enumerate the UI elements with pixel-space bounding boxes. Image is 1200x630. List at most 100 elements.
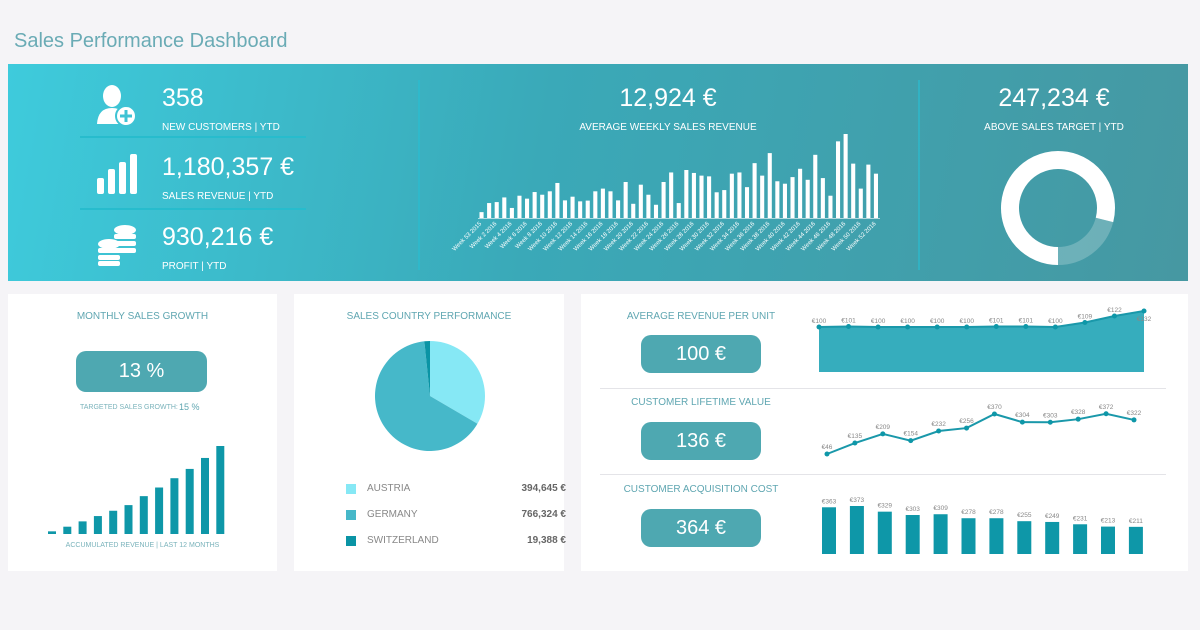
new-customers-label: NEW CUSTOMERS | YTD [162,122,280,133]
data-label: €100 [900,318,915,325]
new-customers-value: 358 [162,84,204,112]
swatch [346,510,356,520]
weekly-bar [631,203,636,218]
metric-title: AVERAGE REVENUE PER UNIT [626,311,776,322]
data-label: €100 [871,318,886,325]
target-label: TARGETED SALES GROWTH: [80,404,178,411]
cac-bar [1045,521,1060,554]
weekly-bar [502,197,507,218]
monthly-bar [139,496,148,534]
divider [600,474,1166,475]
country-value: 766,324 € [521,509,567,520]
lifetime-value-chart: €46 €135 €209 €154 €232 €256 €370 €304 €303 €328 €… [822,404,1142,457]
weekly-bar [790,177,795,218]
data-label: €278 [961,509,976,516]
weekly-bar [517,195,522,218]
above-target-label: ABOVE SALES TARGET | YTD [984,122,1124,133]
cac-bar [877,511,892,554]
target-value: 15 % [179,402,200,412]
country-value: 394,645 € [521,483,567,494]
weekly-bar [866,164,871,218]
data-label: €372 [1099,404,1114,411]
weekly-bar [562,200,568,218]
data-point [964,324,970,330]
data-label: €329 [878,503,893,510]
data-label: €309 [933,505,948,512]
weekly-bar [828,195,833,218]
weekly-bar [767,153,772,218]
divider [418,80,420,270]
weekly-bar [525,198,530,218]
data-point [1052,324,1058,330]
data-point [908,438,914,444]
weekly-bar [714,192,719,218]
data-label: €100 [930,318,945,325]
cac-bar [933,514,948,554]
country-value: 19,388 € [527,535,566,546]
weekly-bar [578,201,583,218]
data-point [824,451,830,457]
cac-bar [822,507,836,554]
card-title: MONTHLY SALES GROWTH [76,311,209,322]
weekly-bar [487,203,492,218]
data-label: €135 [848,433,863,440]
above-target-donut [1001,151,1115,265]
monthly-bar [124,505,133,534]
weekly-bar [593,191,598,218]
divider [600,388,1166,389]
data-label: €132 [1137,316,1152,323]
data-point [991,411,997,417]
data-label: €46 [822,444,833,451]
growth-value: 13 % [76,351,207,392]
monthly-bar [170,478,179,534]
weekly-bar [691,172,696,218]
weekly-bar [851,163,856,218]
above-target-value: 247,234 € [998,84,1110,112]
weekly-bar [843,134,848,218]
data-point [1023,324,1029,329]
weekly-bar [684,170,689,218]
data-label: €211 [1129,518,1143,525]
monthly-bar [48,531,56,534]
chart-label: ACCUMULATED REVENUE | LAST 12 MONTHS [65,542,220,549]
cac-bar [1101,526,1115,554]
weekly-bar [494,202,499,218]
data-label: €370 [987,404,1002,411]
data-label: €322 [1127,410,1142,417]
pie-slice-switzerland [424,341,430,396]
weekly-bar [661,182,666,218]
weekly-bar [600,188,605,218]
weekly-bar [616,200,621,218]
country-pie-chart [375,341,485,451]
weekly-bar [835,141,841,218]
card-title: SALES COUNTRY PERFORMANCE [346,311,512,322]
weekly-bar [646,194,651,218]
weekly-bar [805,179,810,218]
data-point [1075,416,1081,422]
data-label: €363 [822,498,837,505]
metric-value: 100 € [641,335,761,373]
donut-achieved [1001,151,1115,265]
data-label: €256 [959,418,974,425]
area-line [818,310,1145,329]
data-label: €373 [850,497,865,504]
divider [918,80,920,270]
data-label: €101 [841,318,856,325]
profit-label: PROFIT | YTD [162,261,227,272]
country-name: AUSTRIA [367,483,411,494]
accumulated-revenue-chart [48,446,225,534]
clv-line [826,412,1135,455]
weekly-bar [653,204,659,218]
data-label: €154 [903,431,918,438]
data-label: €100 [1048,318,1063,325]
weekly-bar [638,184,643,218]
cac-bar [1128,526,1143,554]
data-point [880,431,886,437]
monthly-sales-card: MONTHLY SALES GROWTH 13 % TARGETED SALES… [8,294,277,571]
weekly-bar [532,192,537,218]
data-point [1019,419,1025,425]
cac-bar [1017,521,1032,554]
data-point [1111,313,1117,319]
data-label: €303 [905,506,920,513]
data-label: €101 [1019,318,1034,325]
